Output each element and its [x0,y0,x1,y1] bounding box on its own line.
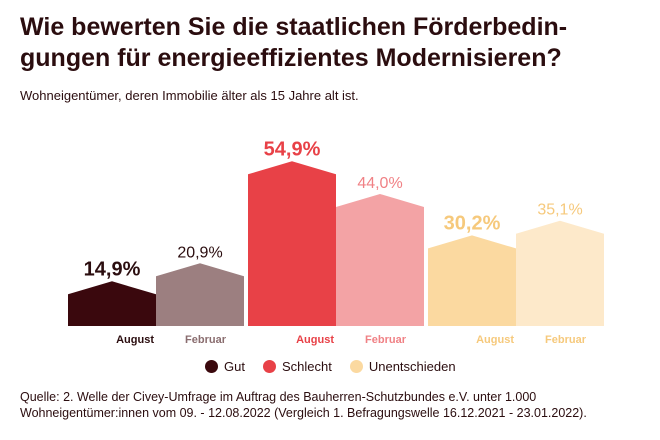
legend-swatch-schlecht [262,360,276,373]
bar-gut-februar [156,263,244,326]
bar-gut-august [68,281,156,326]
legend-label-gut: Gut [224,359,245,374]
page-subtitle: Wohneigentümer, deren Immobilie älter al… [20,88,359,103]
tick-label-gut-august: August [116,334,154,346]
value-label-unentschieden-februar: 35,1% [537,202,582,219]
legend-swatch-gut [205,360,218,373]
tick-label-unentschieden-august: August [476,334,514,346]
bar-unentschieden-august [428,235,516,326]
bar-schlecht-februar [336,194,424,326]
source-line-1: Quelle: 2. Welle der Civey-Umfrage im Au… [20,390,537,404]
bar-schlecht-august [248,161,336,326]
tick-label-schlecht-februar: Februar [365,334,407,346]
value-label-schlecht-februar: 44,0% [357,175,402,192]
legend-label-unentschieden: Unentschieden [368,359,456,374]
value-label-gut-februar: 20,9% [177,244,222,261]
page-title-line-1: Wie bewerten Sie die staatlichen Förderb… [20,13,568,41]
value-label-unentschieden-august: 30,2% [444,212,501,234]
legend-item-unentschieden: Unentschieden [349,359,456,374]
page-title-line-2: gungen für energieeffizientes Modernisie… [20,44,562,72]
legend: Gut Schlecht Unentschieden [205,359,456,374]
tick-label-unentschieden-februar: Februar [545,334,587,346]
legend-item-gut: Gut [205,359,245,374]
bar-chart: 14,9% August 20,9% Februar 54,9% August 44,0% F… [68,138,604,346]
legend-item-schlecht: Schlecht [262,359,332,374]
source-note: Quelle: 2. Welle der Civey-Umfrage im Au… [20,389,640,421]
value-label-schlecht-august: 54,9% [264,138,321,160]
bar-unentschieden-februar [516,220,604,326]
value-label-gut-august: 14,9% [84,258,141,280]
legend-swatch-unentschieden [349,360,363,373]
legend-label-schlecht: Schlecht [281,359,332,374]
page-title: Wie bewerten Sie die staatlichen Förderb… [20,12,640,74]
source-line-2: Wohneigentümer:innen vom 09. - 12.08.202… [20,406,587,420]
tick-label-schlecht-august: August [296,334,334,346]
tick-label-gut-februar: Februar [185,334,227,346]
